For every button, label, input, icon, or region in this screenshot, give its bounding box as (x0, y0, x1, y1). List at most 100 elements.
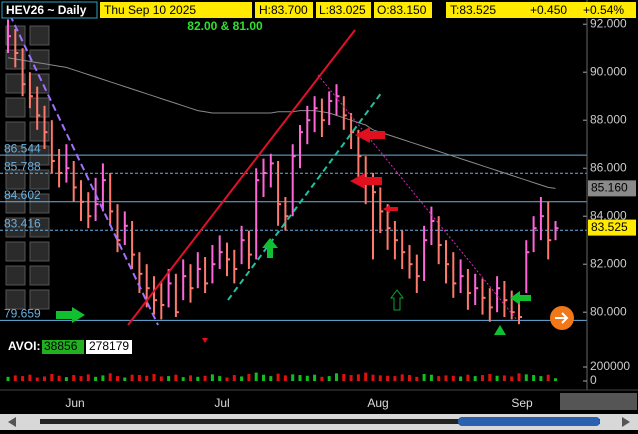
volume-bar (35, 377, 39, 381)
volume-bar (137, 375, 141, 381)
tool-button[interactable] (5, 241, 26, 262)
open-interest: 278179 (89, 339, 129, 353)
volume-label: AVOI: (8, 339, 40, 353)
volume-bar (378, 375, 382, 381)
volume-bar (79, 376, 83, 381)
volume-box: AVOI: 38856 278179 (8, 339, 132, 354)
y-tick-label: 88.000 (590, 112, 627, 126)
volume-bar (429, 374, 433, 381)
symbol: HEV26 ~ Daily (6, 3, 87, 17)
y-tick-label: 86.000 (590, 160, 627, 174)
header: HEV26 ~ Daily Thu Sep 10 2025 H:83.700 L… (1, 1, 636, 33)
volume-bar (539, 376, 543, 381)
volume-bar (189, 375, 192, 381)
tool-button[interactable] (29, 169, 50, 190)
x-tick-label: Aug (367, 396, 388, 410)
arrow-icon (555, 312, 569, 324)
tool-button[interactable] (29, 25, 50, 46)
volume-bar (400, 374, 404, 381)
volume-bar (57, 375, 61, 381)
volume-bar (313, 374, 317, 381)
trend-line (317, 74, 518, 321)
tool-button[interactable] (29, 289, 50, 310)
last: T:83.525 (450, 3, 496, 17)
volume-bar (6, 376, 10, 381)
volume-bar (444, 375, 448, 381)
volume-bar (94, 376, 98, 381)
x-tick-label: Jul (214, 396, 229, 410)
volume-bar (517, 373, 521, 381)
date-box (100, 2, 252, 18)
volume-bar (554, 378, 557, 381)
tool-button[interactable] (5, 265, 26, 286)
scrollbar[interactable] (0, 414, 638, 430)
volume-bar (196, 376, 200, 381)
volume-bar (247, 374, 251, 381)
tool-button[interactable] (29, 97, 50, 118)
tool-button[interactable] (29, 265, 50, 286)
tool-button[interactable] (29, 49, 50, 70)
volume-bar (364, 372, 368, 381)
y-tick-label: 82.000 (590, 256, 627, 270)
volume-bar (532, 375, 536, 381)
volume-bar (386, 375, 390, 381)
scroll-rail (40, 419, 600, 424)
y-tick-label: 92.000 (590, 16, 627, 30)
volume-bar (488, 374, 492, 381)
scroll-thumb[interactable] (458, 417, 600, 426)
volume-bar (393, 376, 397, 381)
arrow (350, 173, 382, 189)
trend-line (127, 29, 356, 326)
volume-bar (283, 375, 287, 381)
scroll-left[interactable] (8, 417, 16, 427)
volume-box-bg (42, 340, 84, 354)
volume-tick-label: 200000 (590, 359, 630, 373)
volume-bar (437, 376, 441, 381)
volume-bar (291, 374, 295, 381)
tool-button[interactable] (29, 193, 50, 214)
levels: 86.544 85.788 84.602 83.416 79.659 (0, 141, 587, 321)
volume-bar (422, 374, 426, 381)
tool-button[interactable] (5, 289, 26, 310)
volume-bar (495, 375, 499, 381)
volume-bar (130, 374, 134, 381)
arrow (390, 289, 404, 311)
volume-bar (349, 375, 353, 381)
level-label: 83.416 (4, 216, 41, 230)
scroll-right[interactable] (622, 417, 630, 427)
tool-button[interactable] (5, 217, 26, 238)
plot: 92.000 90.000 88.000 86.000 84.000 82.000 80.0… (6, 0, 636, 410)
tool-button[interactable] (5, 169, 26, 190)
field-box (446, 2, 636, 18)
level-label: 79.659 (4, 307, 41, 321)
volume-bar (232, 375, 236, 381)
x-tick-label: Sep (511, 396, 533, 410)
tool-button[interactable] (29, 241, 50, 262)
corner-box (560, 393, 637, 410)
trend-line (227, 91, 383, 301)
tool-button[interactable] (29, 217, 50, 238)
volume-bar (21, 376, 25, 381)
moving-average (7, 57, 556, 189)
tool-button[interactable] (5, 121, 26, 142)
change: +0.450 (530, 3, 567, 17)
volume-bar (225, 377, 229, 381)
volume-bar (276, 373, 280, 381)
drawings (9, 14, 574, 343)
arrow (262, 238, 278, 258)
trend-line (9, 14, 159, 326)
volume-bar (210, 374, 214, 381)
volume-bar (335, 373, 338, 381)
date: Thu Sep 10 2025 (104, 3, 196, 17)
volume-bar (473, 376, 477, 381)
volume-bar (72, 375, 76, 381)
volume-bar (174, 374, 178, 381)
arrow (56, 307, 85, 323)
tool-button[interactable] (5, 97, 26, 118)
volume-bar (13, 375, 17, 381)
volume-bar (181, 377, 185, 381)
volume-bar (145, 375, 149, 381)
volume-bar (466, 374, 470, 381)
tool-button[interactable] (5, 193, 26, 214)
